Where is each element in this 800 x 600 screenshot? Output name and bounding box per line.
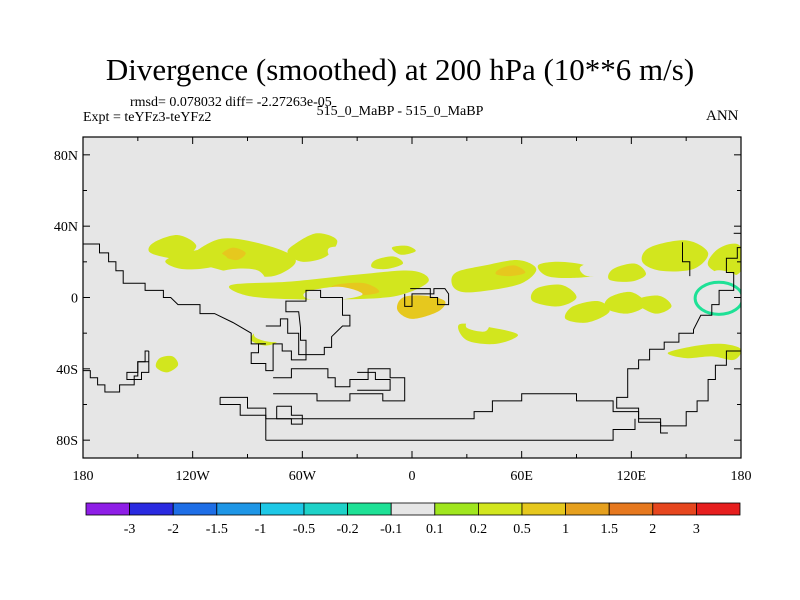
colorbar-swatch <box>521 502 566 516</box>
contour-region <box>287 233 338 262</box>
colorbar-label: 1 <box>562 522 569 537</box>
colorbar-swatch <box>259 502 305 516</box>
y-tick-label: 40S <box>56 363 78 378</box>
colorbar-label: -0.2 <box>337 522 359 537</box>
contour-region <box>371 256 404 270</box>
y-tick-label: 80S <box>56 434 78 449</box>
colorbar-label: -1 <box>255 522 267 537</box>
contour-layer <box>83 232 741 441</box>
colorbar-label: 1.5 <box>600 522 618 537</box>
stats-label: rmsd= 0.078032 diff= -2.27263e-05 <box>130 95 332 110</box>
contour-region <box>191 238 296 277</box>
coastline <box>265 418 636 441</box>
colorbar-swatch <box>347 502 392 516</box>
colorbar-swatch <box>565 502 610 516</box>
contour-region <box>83 278 100 300</box>
colorbar-label: 0.2 <box>470 522 488 537</box>
contour-region <box>579 261 610 277</box>
coastline <box>404 288 450 307</box>
y-tick-label: 40N <box>54 220 78 235</box>
colorbar-label: -2 <box>167 522 179 537</box>
colorbar-label: -0.1 <box>380 522 402 537</box>
contour-region <box>165 249 228 270</box>
contour-region <box>707 243 741 277</box>
colorbar-swatch <box>216 502 261 516</box>
case-label: 515_0_MaBP - 515_0_MaBP <box>316 104 484 119</box>
contour-region <box>124 341 151 360</box>
contour-region <box>659 315 741 348</box>
x-tick-label: 120E <box>617 469 647 484</box>
experiment-label: Expt = teYFz3-teYFz2 <box>83 110 212 125</box>
contour-region <box>465 318 490 332</box>
x-tick-label: 120W <box>176 469 211 484</box>
contour-region <box>253 325 300 343</box>
y-tick-label: 0 <box>71 292 78 307</box>
contour-region <box>530 284 577 307</box>
contour-ring-inner <box>698 285 741 314</box>
x-tick-label: 60E <box>510 469 533 484</box>
colorbar-swatch <box>390 502 436 516</box>
colorbar-swatch <box>696 502 741 516</box>
coastline <box>250 289 351 372</box>
colorbar-swatch <box>129 502 174 516</box>
contour-region <box>221 247 246 261</box>
coastline <box>126 351 150 380</box>
colorbar-label: 0.1 <box>426 522 444 537</box>
colorbar-label: 0.5 <box>513 522 531 537</box>
colorbar-swatch <box>608 502 654 516</box>
contour-region <box>91 305 141 341</box>
colorbar-label: -0.5 <box>293 522 315 537</box>
contour-region <box>641 240 709 272</box>
contour-region <box>634 295 672 314</box>
coastline <box>83 243 266 345</box>
season-label: ANN <box>706 108 739 124</box>
chart-title: Divergence (smoothed) at 200 hPa (10**6 … <box>105 52 695 87</box>
colorbar-swatch <box>477 502 523 516</box>
coastline <box>616 247 741 427</box>
colorbar-label: 2 <box>649 522 656 537</box>
x-tick-label: 180 <box>731 469 752 484</box>
colorbar-label: -3 <box>124 522 136 537</box>
x-tick-label: 180 <box>73 469 94 484</box>
colorbar-swatch <box>172 502 218 516</box>
contour-region <box>396 295 446 319</box>
contour-region <box>608 263 647 282</box>
colorbar-swatch <box>652 502 697 516</box>
contour-region <box>391 245 416 255</box>
colorbar-swatch <box>303 502 348 516</box>
contour-region <box>495 265 526 277</box>
coastline <box>273 368 406 402</box>
colorbar-label: 3 <box>693 522 700 537</box>
coastline <box>357 371 391 391</box>
coastline <box>220 393 668 434</box>
contour-region <box>223 309 241 322</box>
contour-region <box>604 291 647 314</box>
y-tick-label: 80N <box>54 149 78 164</box>
contour-region <box>564 300 610 323</box>
colorbar-label: -1.5 <box>206 522 228 537</box>
coastline <box>219 397 267 441</box>
contour-region <box>155 355 179 373</box>
colorbar-swatch <box>434 502 479 516</box>
colorbar-swatch <box>85 502 130 516</box>
x-tick-label: 60W <box>289 469 317 484</box>
coastline <box>276 405 303 425</box>
contour-region <box>228 270 429 300</box>
coastline <box>682 242 691 277</box>
x-tick-label: 0 <box>409 469 416 484</box>
contour-region <box>667 343 741 361</box>
contour-ring-band <box>693 280 741 316</box>
contour-region <box>568 338 603 359</box>
